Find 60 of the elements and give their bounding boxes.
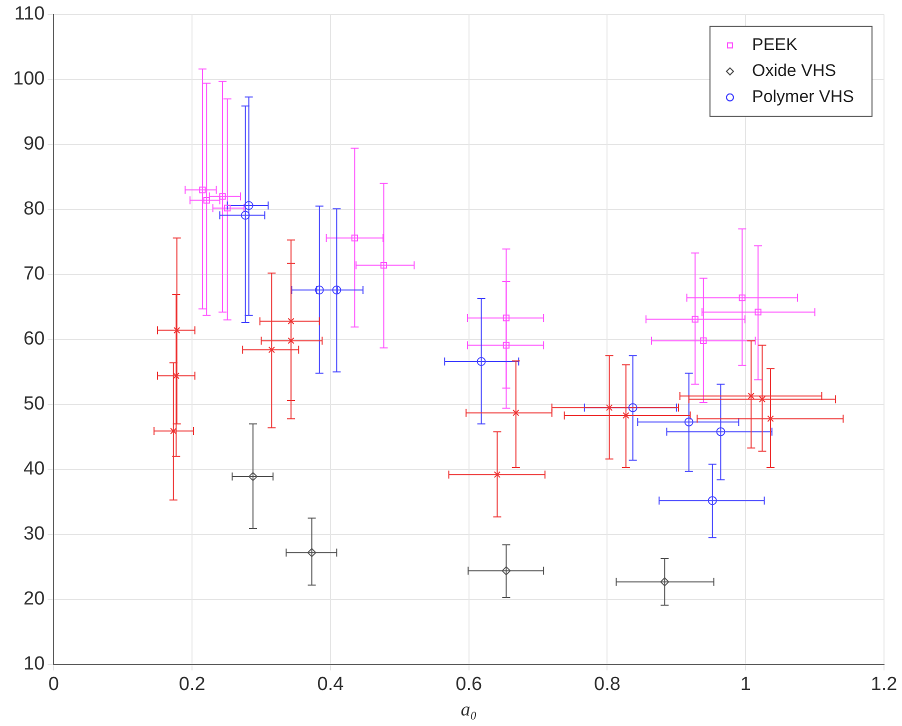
y-tick-label: 110	[14, 4, 45, 25]
x-tick-label: 0.8	[594, 674, 620, 696]
point	[172, 372, 180, 380]
y-tick-label: 50	[24, 394, 45, 415]
point	[716, 427, 726, 436]
point	[708, 496, 717, 506]
x-tick-label: 0.2	[178, 674, 206, 696]
x-axis-title: a₀	[460, 700, 477, 721]
y-tick-label: 80	[24, 198, 45, 220]
point	[288, 318, 294, 325]
point	[502, 342, 510, 349]
point	[502, 566, 511, 576]
point	[767, 415, 774, 422]
y-tick-label: 40	[24, 458, 45, 480]
y-tick-label: 100	[13, 68, 45, 90]
point	[754, 308, 762, 316]
point	[758, 396, 766, 403]
x-tick-label: 1.2	[870, 674, 898, 696]
legend-label: Polymer VHS	[752, 87, 854, 106]
point	[351, 234, 358, 242]
point	[288, 337, 294, 344]
point	[502, 314, 510, 322]
point	[494, 471, 501, 478]
point	[170, 428, 177, 434]
point	[692, 316, 698, 323]
point	[224, 204, 231, 212]
point	[332, 286, 342, 294]
point	[684, 417, 694, 426]
legend-label: PEEK	[752, 35, 798, 54]
point	[248, 472, 258, 482]
legend-label: Oxide VHS	[752, 61, 836, 80]
point	[512, 410, 520, 416]
point	[219, 193, 226, 200]
y-tick-label: 90	[24, 134, 45, 155]
point	[748, 392, 754, 400]
point	[700, 337, 707, 344]
point	[268, 346, 275, 354]
point	[314, 286, 324, 294]
point	[174, 326, 180, 334]
x-tick-label: 1	[740, 674, 751, 696]
point	[244, 201, 254, 210]
point	[738, 294, 746, 302]
point	[203, 196, 210, 204]
point	[660, 577, 670, 586]
point	[606, 404, 613, 411]
y-tick-label: 70	[24, 264, 45, 285]
point	[307, 548, 316, 558]
point	[380, 262, 388, 269]
x-tick-label: 0.6	[456, 674, 482, 696]
y-tick-label: 30	[24, 524, 45, 545]
point	[240, 210, 250, 220]
y-tick-label: 60	[24, 328, 45, 350]
y-tick-label: 10	[24, 654, 45, 675]
y-tick-label: 20	[24, 588, 45, 610]
point	[476, 357, 486, 366]
point	[628, 403, 638, 412]
x-tick-label: 0.4	[317, 674, 344, 696]
point	[199, 186, 206, 194]
point	[622, 412, 630, 419]
x-tick-label: 0	[48, 674, 59, 696]
